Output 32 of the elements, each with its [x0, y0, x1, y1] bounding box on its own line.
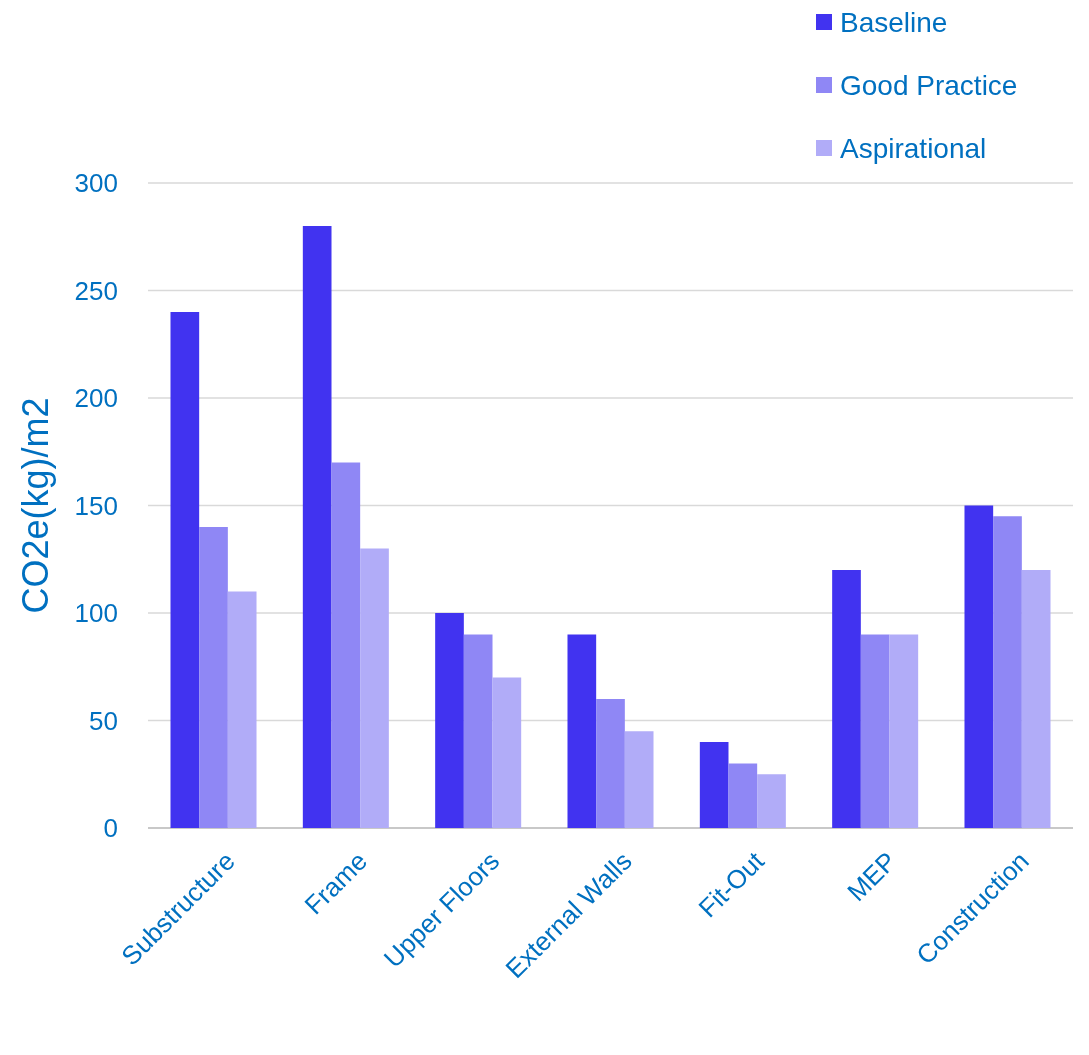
y-tick-label: 300 [74, 168, 118, 199]
bar [463, 634, 493, 828]
legend-label: Baseline [840, 6, 948, 38]
bar [331, 462, 361, 828]
bar [624, 731, 654, 828]
bar [170, 312, 200, 828]
bar [993, 516, 1022, 828]
y-tick-label: 150 [74, 490, 118, 521]
y-tick-label: 0 [103, 813, 118, 844]
legend-label: Aspirational [840, 132, 987, 164]
y-tick-label: 50 [89, 705, 118, 736]
bar [832, 570, 861, 828]
bar [699, 742, 729, 828]
bar [964, 505, 994, 828]
bar [889, 634, 919, 828]
bar [757, 774, 786, 828]
y-tick-label: 200 [74, 383, 118, 414]
bar [492, 677, 522, 828]
bar [199, 527, 228, 828]
bar [302, 226, 332, 828]
y-tick-label: 250 [74, 275, 118, 306]
bar [860, 634, 890, 828]
bar [567, 634, 597, 828]
bar [435, 613, 464, 828]
bar [1021, 570, 1051, 828]
bar [728, 763, 758, 828]
bar [360, 548, 389, 828]
y-tick-label: 100 [74, 598, 118, 629]
bar [227, 591, 257, 828]
y-axis-title: CO2e(kg)/m2 [15, 397, 56, 614]
legend-label: Good Practice [840, 69, 1018, 101]
bar [596, 699, 625, 828]
